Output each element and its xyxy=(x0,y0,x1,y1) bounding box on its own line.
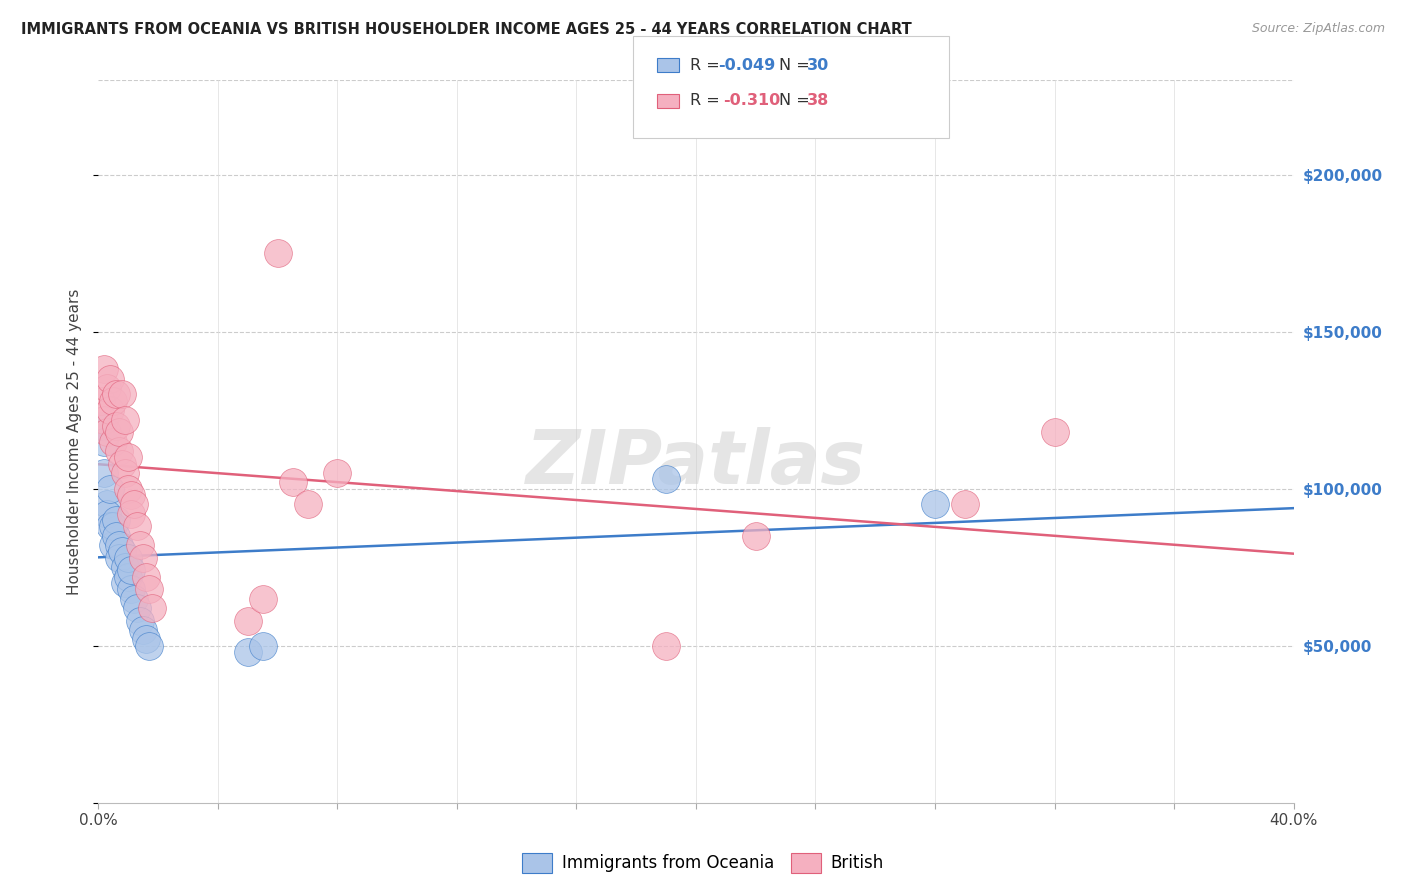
Point xyxy=(96,381,118,395)
Point xyxy=(93,362,115,376)
Point xyxy=(114,575,136,590)
Point xyxy=(129,538,152,552)
Point xyxy=(120,563,142,577)
Point xyxy=(105,418,128,433)
Point xyxy=(93,434,115,449)
Legend: Immigrants from Oceania, British: Immigrants from Oceania, British xyxy=(515,847,891,880)
Point xyxy=(135,569,157,583)
Point xyxy=(138,639,160,653)
Point xyxy=(96,425,118,439)
Point xyxy=(103,393,125,408)
Point xyxy=(90,393,112,408)
Text: 30: 30 xyxy=(807,58,830,72)
Point xyxy=(96,507,118,521)
Point xyxy=(252,639,274,653)
Point xyxy=(236,614,259,628)
Point xyxy=(138,582,160,597)
Point xyxy=(111,544,134,558)
Point xyxy=(745,529,768,543)
Point xyxy=(127,519,149,533)
Point xyxy=(135,632,157,647)
Point xyxy=(105,387,128,401)
Point xyxy=(103,538,125,552)
Point xyxy=(90,418,112,433)
Point xyxy=(96,497,118,511)
Point xyxy=(98,372,122,386)
Point xyxy=(98,519,122,533)
Y-axis label: Householder Income Ages 25 - 44 years: Householder Income Ages 25 - 44 years xyxy=(67,288,83,595)
Point xyxy=(117,482,139,496)
Point xyxy=(93,466,115,480)
Point xyxy=(108,444,131,458)
Point xyxy=(108,538,131,552)
Point xyxy=(98,403,122,417)
Text: R =: R = xyxy=(690,94,730,108)
Point xyxy=(141,601,163,615)
Point xyxy=(267,246,290,260)
Point xyxy=(98,482,122,496)
Text: ZIPatlas: ZIPatlas xyxy=(526,426,866,500)
Point xyxy=(297,497,319,511)
Point xyxy=(105,513,128,527)
Point xyxy=(108,550,131,565)
Point xyxy=(111,457,134,471)
Text: R =: R = xyxy=(690,58,725,72)
Point xyxy=(132,550,155,565)
Point xyxy=(120,488,142,502)
Point xyxy=(114,560,136,574)
Point xyxy=(132,623,155,637)
Point xyxy=(924,497,946,511)
Point xyxy=(120,582,142,597)
Point xyxy=(120,507,142,521)
Point xyxy=(114,412,136,426)
Text: N =: N = xyxy=(779,58,815,72)
Text: -0.049: -0.049 xyxy=(718,58,776,72)
Point xyxy=(117,569,139,583)
Point xyxy=(127,601,149,615)
Point xyxy=(108,425,131,439)
Point xyxy=(124,497,146,511)
Point xyxy=(281,475,304,490)
Point xyxy=(124,591,146,606)
Point xyxy=(103,519,125,533)
Point xyxy=(117,550,139,565)
Point xyxy=(129,614,152,628)
Point xyxy=(103,434,125,449)
Point xyxy=(111,387,134,401)
Text: N =: N = xyxy=(779,94,815,108)
Text: 38: 38 xyxy=(807,94,830,108)
Point xyxy=(655,639,678,653)
Point xyxy=(236,645,259,659)
Text: -0.310: -0.310 xyxy=(723,94,780,108)
Point xyxy=(114,466,136,480)
Point xyxy=(117,450,139,465)
Point xyxy=(953,497,976,511)
Point xyxy=(93,412,115,426)
Text: IMMIGRANTS FROM OCEANIA VS BRITISH HOUSEHOLDER INCOME AGES 25 - 44 YEARS CORRELA: IMMIGRANTS FROM OCEANIA VS BRITISH HOUSE… xyxy=(21,22,912,37)
Point xyxy=(1043,425,1066,439)
Point xyxy=(326,466,349,480)
Point xyxy=(105,529,128,543)
Point xyxy=(252,591,274,606)
Text: Source: ZipAtlas.com: Source: ZipAtlas.com xyxy=(1251,22,1385,36)
Point xyxy=(655,472,678,486)
